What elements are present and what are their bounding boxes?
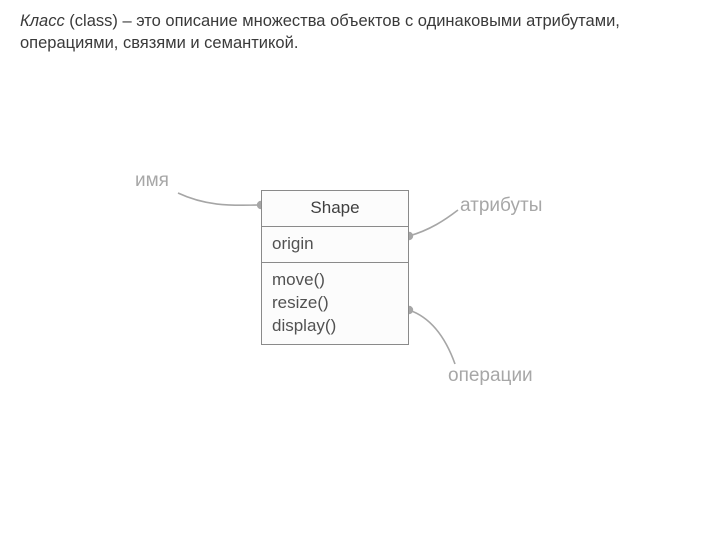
class-operation: move() bbox=[272, 269, 398, 292]
class-attributes-compartment: origin bbox=[262, 227, 408, 263]
term-italic: Класс bbox=[20, 12, 65, 30]
class-name: Shape bbox=[310, 198, 359, 217]
class-operation: display() bbox=[272, 315, 398, 338]
connector-ops bbox=[409, 310, 455, 364]
term-paren: (class) bbox=[65, 12, 123, 30]
label-operations: операции bbox=[448, 365, 533, 387]
label-name: имя bbox=[135, 170, 169, 192]
class-operations-compartment: move() resize() display() bbox=[262, 263, 408, 344]
connector-attrs bbox=[409, 210, 458, 236]
class-box: Shape origin move() resize() display() bbox=[261, 190, 409, 345]
label-attributes: атрибуты bbox=[460, 195, 542, 217]
definition-text: Класс (class) – это описание множества о… bbox=[20, 10, 700, 55]
connector-name bbox=[178, 193, 261, 205]
class-name-compartment: Shape bbox=[262, 191, 408, 227]
uml-class-diagram: Shape origin move() resize() display() и… bbox=[0, 150, 720, 490]
class-operation: resize() bbox=[272, 292, 398, 315]
class-attribute: origin bbox=[272, 233, 398, 256]
